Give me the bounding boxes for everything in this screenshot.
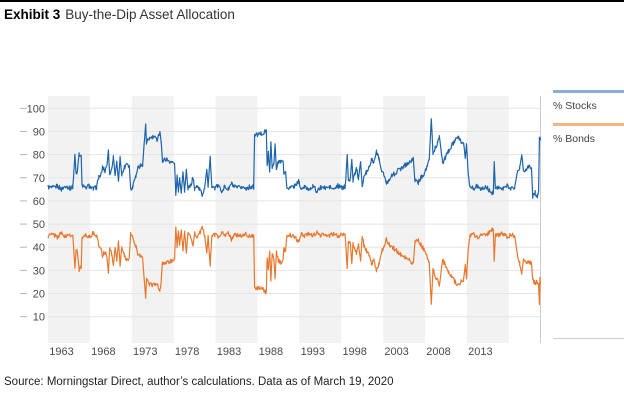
svg-text:2013: 2013 [468, 346, 492, 358]
svg-text:1973: 1973 [133, 346, 157, 358]
bonds-line-swatch [553, 123, 624, 126]
stocks-line-swatch [553, 90, 624, 93]
svg-text:30: 30 [33, 265, 45, 277]
svg-text:20: 20 [33, 289, 45, 301]
svg-text:1978: 1978 [175, 346, 199, 358]
exhibit-title-text: Buy-the-Dip Asset Allocation [65, 7, 235, 22]
svg-text:40: 40 [33, 242, 45, 254]
source-note: Source: Morningstar Direct, author’s cal… [4, 376, 394, 388]
exhibit-title: Exhibit 3 Buy-the-Dip Asset Allocation [4, 7, 235, 22]
svg-text:10: 10 [33, 312, 45, 324]
svg-text:100: 100 [27, 103, 45, 115]
svg-text:1983: 1983 [217, 346, 241, 358]
svg-text:90: 90 [33, 126, 45, 138]
exhibit-number-label: Exhibit 3 [4, 7, 61, 22]
svg-text:1968: 1968 [91, 346, 115, 358]
top-border-rule [0, 0, 624, 2]
legend-item-stocks: % Stocks [553, 90, 624, 112]
svg-text:1988: 1988 [259, 346, 283, 358]
bonds-legend-label: % Bonds [553, 133, 596, 145]
svg-text:2003: 2003 [384, 346, 408, 358]
legend-item-bonds: % Bonds [553, 123, 624, 145]
svg-text:60: 60 [33, 196, 45, 208]
chart-legend: % Stocks % Bonds [553, 90, 624, 156]
svg-text:80: 80 [33, 150, 45, 162]
stocks-legend-label: % Stocks [553, 100, 597, 112]
svg-text:1998: 1998 [342, 346, 366, 358]
svg-text:1963: 1963 [49, 346, 73, 358]
svg-text:70: 70 [33, 173, 45, 185]
svg-text:2008: 2008 [426, 346, 450, 358]
svg-text:50: 50 [33, 219, 45, 231]
legend-bottom-rule [553, 338, 624, 339]
svg-text:1993: 1993 [301, 346, 325, 358]
